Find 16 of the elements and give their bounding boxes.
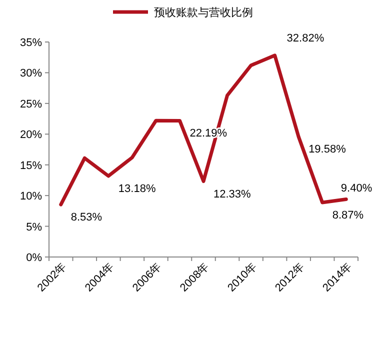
data-label: 8.87%	[332, 210, 364, 222]
data-label: 12.33%	[214, 188, 252, 200]
data-label: 32.82%	[286, 32, 324, 44]
data-label: 8.53%	[70, 212, 102, 224]
y-tick-label: 20%	[20, 129, 42, 142]
y-tick-label: 10%	[20, 190, 42, 203]
y-tick-label: 35%	[20, 37, 42, 49]
data-label: 19.58%	[308, 144, 346, 156]
y-tick-label: 25%	[20, 98, 42, 110]
y-tick-label: 30%	[20, 68, 42, 80]
y-tick-label: 0%	[26, 252, 42, 264]
data-label: 9.40%	[340, 182, 372, 194]
legend-label: 预收账款与营收比例	[154, 6, 253, 19]
y-tick-label: 15%	[20, 160, 42, 172]
y-tick-label: 5%	[26, 221, 42, 234]
data-label: 13.18%	[118, 183, 156, 196]
